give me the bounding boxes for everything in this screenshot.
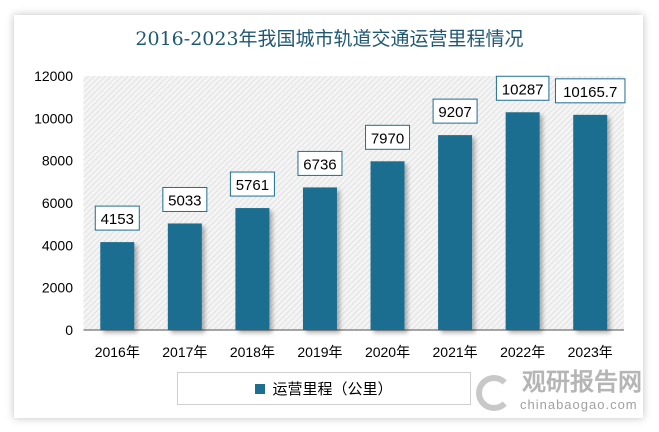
data-label: 6736 <box>303 156 336 173</box>
data-label: 10165.7 <box>563 84 617 101</box>
data-label-box <box>297 150 343 176</box>
data-label: 4153 <box>101 211 134 228</box>
data-label: 7970 <box>371 130 404 147</box>
y-tick-label: 2000 <box>42 280 73 296</box>
watermark-cn: 观研报告网 <box>522 369 642 396</box>
legend-swatch <box>255 383 266 394</box>
y-tick-label: 8000 <box>42 153 73 169</box>
x-tick-label: 2016年 <box>95 344 140 360</box>
y-tick-label: 6000 <box>42 195 73 211</box>
data-label-box <box>365 124 411 150</box>
y-tick-label: 12000 <box>34 68 73 84</box>
legend: 运营里程（公里） <box>177 372 471 405</box>
x-tick-label: 2020年 <box>365 344 410 360</box>
data-label: 10287 <box>502 81 544 98</box>
y-tick-label: 4000 <box>42 237 73 253</box>
data-label: 9207 <box>438 104 471 121</box>
bar <box>235 208 270 330</box>
bar <box>370 161 405 330</box>
x-tick-label: 2021年 <box>433 344 478 360</box>
y-tick-label: 0 <box>65 322 73 338</box>
data-label-box <box>554 78 626 104</box>
bar <box>573 114 608 330</box>
data-label-box <box>495 75 550 101</box>
data-label: 5761 <box>236 177 269 194</box>
watermark-logo-icon <box>476 375 512 411</box>
watermark-en: chinabaogao.com <box>520 397 638 412</box>
chart-title: 2016-2023年我国城市轨道交通运营里程情况 <box>135 28 524 50</box>
data-label-box <box>432 98 478 124</box>
bar <box>167 223 202 330</box>
bar <box>505 112 540 330</box>
bar <box>438 135 473 330</box>
x-tick-label: 2022年 <box>500 344 545 360</box>
watermark: 观研报告网 chinabaogao.com <box>476 369 642 413</box>
data-label-box <box>162 186 208 212</box>
x-tick-label: 2019年 <box>297 344 342 360</box>
x-tick-label: 2018年 <box>230 344 275 360</box>
bar <box>302 187 337 330</box>
bar <box>100 242 135 330</box>
x-tick-label: 2023年 <box>568 344 613 360</box>
legend-label: 运营里程（公里） <box>272 381 393 398</box>
y-tick-label: 10000 <box>34 110 73 126</box>
x-tick-label: 2017年 <box>162 344 207 360</box>
data-label-box <box>94 205 140 231</box>
data-label: 5033 <box>168 192 201 209</box>
data-label-box <box>229 171 275 197</box>
